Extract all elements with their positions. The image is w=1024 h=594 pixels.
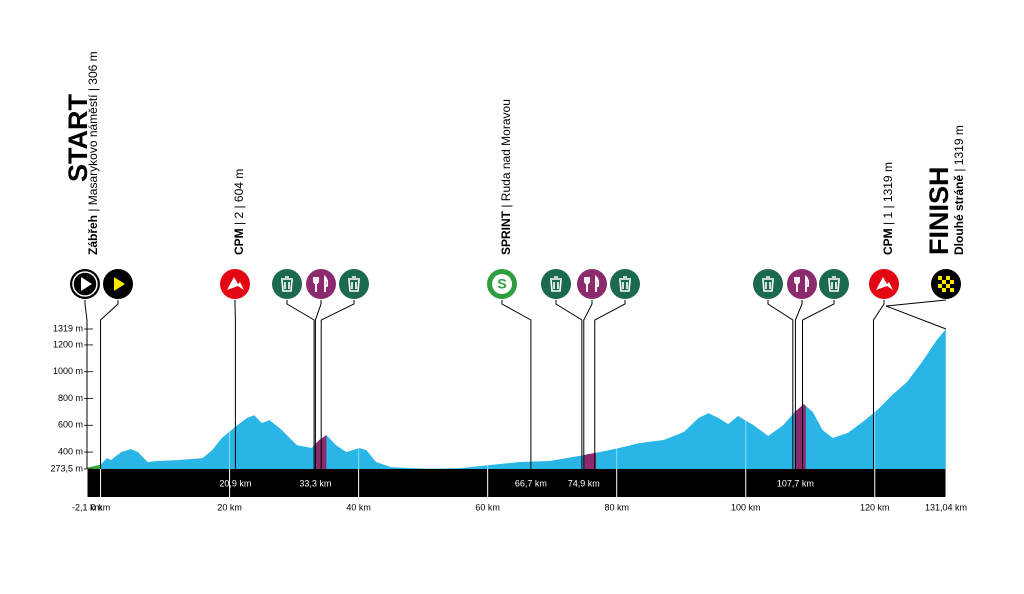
km-label: 107,7 km: [777, 478, 814, 488]
marker-label-part: | Ruda nad Moravou: [499, 99, 513, 211]
marker-label-part: CPM: [881, 228, 895, 255]
x-tick-label: 131,04 km: [925, 502, 967, 512]
x-tick-label: 20 km: [217, 502, 242, 512]
marker-line: [595, 300, 625, 469]
icon-circle: [339, 269, 369, 299]
marker-line: [556, 300, 582, 469]
finish-label: Dlouhé stráně | 1319 m: [952, 125, 966, 255]
finish-place: Dlouhé stráně: [952, 175, 966, 255]
marker-label-part: | 1 | 1319 m: [881, 162, 895, 228]
icon-circle: [610, 269, 640, 299]
km-label: 74,9 km: [568, 478, 600, 488]
marker-icon: [306, 269, 336, 299]
icon-check: [950, 284, 954, 288]
zone: [795, 319, 806, 469]
marker-line: [101, 300, 118, 469]
y-tick-label: 800 m: [58, 393, 83, 403]
icon-check: [938, 284, 942, 288]
start-label: Zábřeh | Masarykovo náměstí | 306 m: [86, 51, 100, 255]
icon-circle: [577, 269, 607, 299]
x-tick-label: 120 km: [860, 502, 890, 512]
marker-line: [886, 300, 946, 329]
icon-circle: [541, 269, 571, 299]
marker-line: [85, 300, 87, 469]
marker-icon: [819, 269, 849, 299]
icon-letter: S: [497, 276, 506, 292]
marker-icon: [787, 269, 817, 299]
icon-check: [946, 288, 950, 292]
marker-icon: [753, 269, 783, 299]
marker-label-part: | 2 | 604 m: [232, 169, 246, 229]
marker-icon: [869, 269, 899, 299]
icon-check: [942, 276, 946, 280]
x-tick-label: 0 km: [91, 502, 111, 512]
marker-icon: [541, 269, 571, 299]
zone: [584, 319, 596, 469]
marker-icon: [931, 269, 961, 299]
x-tick-label: 100 km: [731, 502, 761, 512]
marker-label: CPM | 2 | 604 m: [232, 169, 246, 255]
y-tick-label: 1319 m: [53, 323, 83, 333]
marker-icon: [339, 269, 369, 299]
icon-check: [938, 276, 942, 280]
zone: [87, 319, 101, 469]
marker-label-part: CPM: [232, 228, 246, 255]
icon-circle: [272, 269, 302, 299]
x-tick-label: 60 km: [475, 502, 500, 512]
y-tick-label: 400 m: [58, 446, 83, 456]
y-tick-label: 1200 m: [53, 339, 83, 349]
marker-icon: S: [487, 269, 517, 299]
icon-check: [946, 276, 950, 280]
finish-detail: | 1319 m: [952, 125, 966, 175]
km-label: 66,7 km: [515, 478, 547, 488]
start-detail: | Masarykovo náměstí | 306 m: [86, 51, 100, 215]
marker-icon: [70, 269, 100, 299]
icon-check: [950, 288, 954, 292]
km-label: 33,3 km: [299, 478, 331, 488]
elevation-area: [87, 329, 946, 469]
icon-check: [950, 280, 954, 284]
marker-icon: [577, 269, 607, 299]
x-tick-label: 40 km: [346, 502, 371, 512]
icon-circle: [787, 269, 817, 299]
icon-check: [946, 280, 950, 284]
icon-check: [942, 284, 946, 288]
y-tick-label: 273,5 m: [50, 463, 83, 473]
icon-circle: [819, 269, 849, 299]
marker-line: [584, 300, 592, 469]
marker-label: CPM | 1 | 1319 m: [881, 162, 895, 255]
marker-icon: [610, 269, 640, 299]
marker-icon: [103, 269, 133, 299]
icon-circle: [306, 269, 336, 299]
marker-line: [502, 300, 531, 469]
icon-check: [942, 288, 946, 292]
icon-check: [950, 276, 954, 280]
icon-check: [938, 280, 942, 284]
y-tick-label: 600 m: [58, 420, 83, 430]
y-tick-label: 1000 m: [53, 366, 83, 376]
marker-icon: [272, 269, 302, 299]
icon-check: [946, 284, 950, 288]
start-place: Zábřeh: [86, 215, 100, 255]
x-tick-label: 80 km: [604, 502, 629, 512]
start-titles: START Zábřeh | Masarykovo náměstí | 306 …: [63, 51, 966, 255]
icon-circle: [753, 269, 783, 299]
icon-check: [938, 288, 942, 292]
marker-label: SPRINT | Ruda nad Moravou: [499, 99, 513, 255]
finish-title: FINISH: [924, 166, 954, 255]
km-label: 20,9 km: [219, 478, 251, 488]
marker-icon: [220, 269, 250, 299]
marker-label-part: SPRINT: [499, 210, 513, 255]
icon-check: [942, 280, 946, 284]
